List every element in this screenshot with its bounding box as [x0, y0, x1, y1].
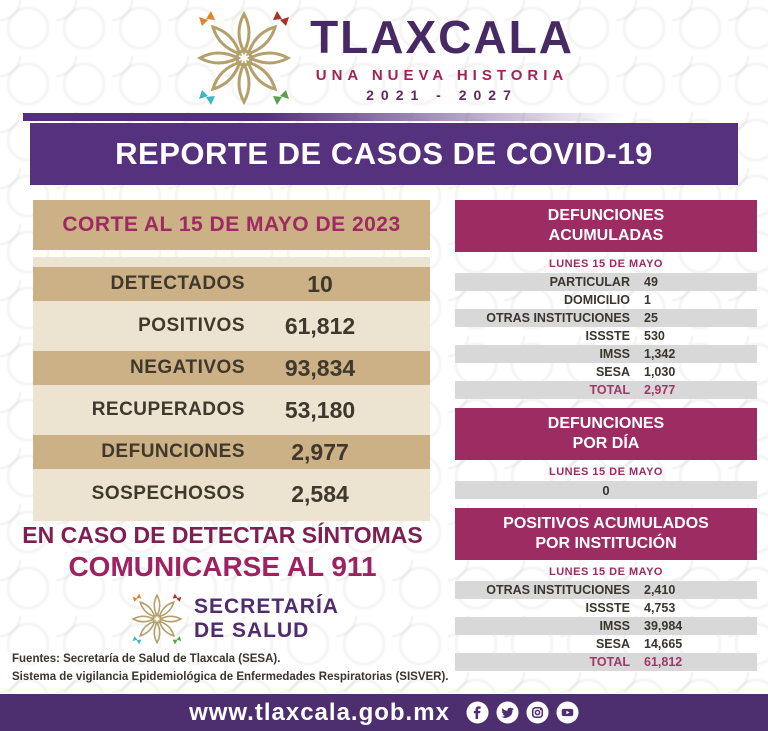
- sources-note: Fuentes: Secretaría de Salud de Tlaxcala…: [12, 650, 449, 687]
- brand-text-block: TLAXCALA UNA NUEVA HISTORIA 2021 - 2027: [310, 11, 574, 103]
- secretaria-line2: DE SALUD: [194, 619, 310, 642]
- row-label: TOTAL: [589, 383, 630, 397]
- panel-title-line1: POSITIVOS ACUMULADOS: [503, 515, 709, 532]
- sources-line1: Fuentes: Secretaría de Salud de Tlaxcala…: [12, 653, 281, 665]
- sources-line2: Sistema de vigilancia Epidemiológica de …: [12, 671, 449, 684]
- table-row: IMSS 1,342: [455, 345, 757, 363]
- secretaria-line1: SECRETARÍA: [194, 594, 339, 618]
- row-label: DOMICILIO: [564, 293, 630, 307]
- row-value: 1: [644, 293, 651, 307]
- brand-tagline: UNA NUEVA HISTORIA: [315, 66, 569, 84]
- panel-defunciones-acumuladas: DEFUNCIONES ACUMULADAS LUNES 15 DE MAYO …: [455, 200, 757, 399]
- row-value: 39,984: [644, 619, 683, 633]
- row-label: SESA: [595, 365, 630, 379]
- panel-title-line2: POR DÍA: [572, 435, 640, 452]
- panel-header: POSITIVOS ACUMULADOS POR INSTITUCIÓN: [455, 508, 757, 560]
- row-label: IMSS: [599, 347, 630, 361]
- table-row: IMSS 39,984: [455, 617, 757, 635]
- advisory-line1: EN CASO DE DETECTAR SÍNTOMAS: [22, 522, 423, 548]
- panel-date: LUNES 15 DE MAYO: [549, 466, 663, 478]
- panel-title-line1: DEFUNCIONES: [547, 207, 665, 224]
- row-label: OTRAS INSTITUCIONES: [486, 311, 630, 325]
- table-row: POSITIVOS 61,812: [33, 305, 430, 347]
- row-label: ISSSTE: [585, 601, 630, 615]
- brand-name: TLAXCALA: [310, 11, 574, 64]
- row-value: 53,180: [284, 396, 356, 423]
- table-row: DOMICILIO 1: [455, 291, 757, 309]
- youtube-icon[interactable]: [556, 701, 579, 724]
- secretaria-salud-label: SECRETARÍA DE SALUD: [194, 595, 339, 643]
- table-row-total: TOTAL 2,977: [455, 381, 757, 399]
- row-value: 10: [307, 270, 333, 297]
- table-row: ISSSTE 4,753: [455, 599, 757, 617]
- row-label: TOTAL: [589, 655, 630, 669]
- table-row: DETECTADOS 10: [33, 263, 430, 305]
- row-value: 49: [644, 275, 658, 289]
- row-value: 2,977: [291, 438, 349, 465]
- panel-positivos-acumulados: POSITIVOS ACUMULADOS POR INSTITUCIÓN LUN…: [455, 508, 757, 671]
- panel-title-line2: POR INSTITUCIÓN: [535, 535, 677, 552]
- twitter-icon[interactable]: [496, 701, 519, 724]
- advisory-line2: COMUNICARSE AL 911: [68, 551, 377, 582]
- row-label: OTRAS INSTITUCIONES: [486, 583, 630, 597]
- row-value: 61,812: [284, 312, 356, 339]
- row-value: 1,342: [644, 347, 676, 361]
- row-value: 14,665: [644, 637, 683, 651]
- row-label: ISSSTE: [585, 329, 630, 343]
- tlaxcala-flower-logo-icon: [196, 10, 292, 106]
- panel-header: DEFUNCIONES POR DÍA: [455, 408, 757, 460]
- table-row: ISSSTE 530: [455, 327, 757, 345]
- panel-date: LUNES 15 DE MAYO: [549, 258, 663, 270]
- cutoff-date-header: CORTE AL 15 DE MAYO DE 2023: [33, 200, 430, 250]
- row-value: 2,977: [644, 383, 676, 397]
- row-value: 61,812: [644, 655, 683, 669]
- row-value: 1,030: [644, 365, 676, 379]
- table-row: SOSPECHOSOS 2,584: [33, 473, 430, 515]
- table-row: RECUPERADOS 53,180: [33, 389, 430, 431]
- panel-title-line1: DEFUNCIONES: [547, 415, 665, 432]
- summary-table: DETECTADOS 10 POSITIVOS 61,812 NEGATIVOS…: [33, 257, 430, 521]
- row-label: DETECTADOS: [110, 273, 245, 294]
- row-label: POSITIVOS: [138, 315, 245, 336]
- panel-defunciones-por-dia: DEFUNCIONES POR DÍA LUNES 15 DE MAYO 0: [455, 408, 757, 499]
- row-label: SESA: [595, 637, 630, 651]
- table-row: OTRAS INSTITUCIONES 2,410: [455, 581, 757, 599]
- row-value: 2,410: [644, 583, 676, 597]
- report-title-banner: REPORTE DE CASOS DE COVID-19: [30, 123, 738, 185]
- brand-header: TLAXCALA UNA NUEVA HISTORIA 2021 - 2027: [0, 8, 768, 108]
- row-label: NEGATIVOS: [130, 357, 245, 378]
- row-label: PARTICULAR: [549, 275, 630, 289]
- row-value: 4,753: [644, 601, 676, 615]
- row-value: 25: [644, 311, 658, 325]
- panel-title-line2: ACUMULADAS: [548, 227, 664, 244]
- row-label: RECUPERADOS: [91, 399, 245, 420]
- row-label: DEFUNCIONES: [101, 441, 245, 462]
- website-url[interactable]: www.tlaxcala.gob.mx: [189, 698, 450, 726]
- table-row: OTRAS INSTITUCIONES 25: [455, 309, 757, 327]
- salud-flower-logo-icon: [131, 593, 183, 645]
- table-row: SESA 14,665: [455, 635, 757, 653]
- row-value: 0: [602, 482, 610, 498]
- row-label: IMSS: [599, 619, 630, 633]
- secretaria-salud-logo: SECRETARÍA DE SALUD: [130, 592, 339, 646]
- table-row: DEFUNCIONES 2,977: [33, 431, 430, 473]
- panel-date: LUNES 15 DE MAYO: [549, 566, 663, 578]
- table-row-total: TOTAL 61,812: [455, 653, 757, 671]
- row-label: SOSPECHOSOS: [91, 483, 245, 504]
- row-value: 530: [644, 329, 665, 343]
- instagram-icon[interactable]: [526, 701, 549, 724]
- purple-gradient-divider: [23, 113, 623, 121]
- table-row: PARTICULAR 49: [455, 273, 757, 291]
- brand-period: 2021 - 2027: [366, 86, 518, 103]
- table-row: SESA 1,030: [455, 363, 757, 381]
- footer-bar: www.tlaxcala.gob.mx: [0, 694, 768, 731]
- social-icons: [466, 701, 579, 724]
- facebook-icon[interactable]: [466, 701, 489, 724]
- panel-header: DEFUNCIONES ACUMULADAS: [455, 200, 757, 252]
- row-value: 93,834: [284, 354, 356, 381]
- table-row: NEGATIVOS 93,834: [33, 347, 430, 389]
- row-value: 2,584: [291, 480, 349, 507]
- daily-deaths-value-row: 0: [455, 481, 757, 499]
